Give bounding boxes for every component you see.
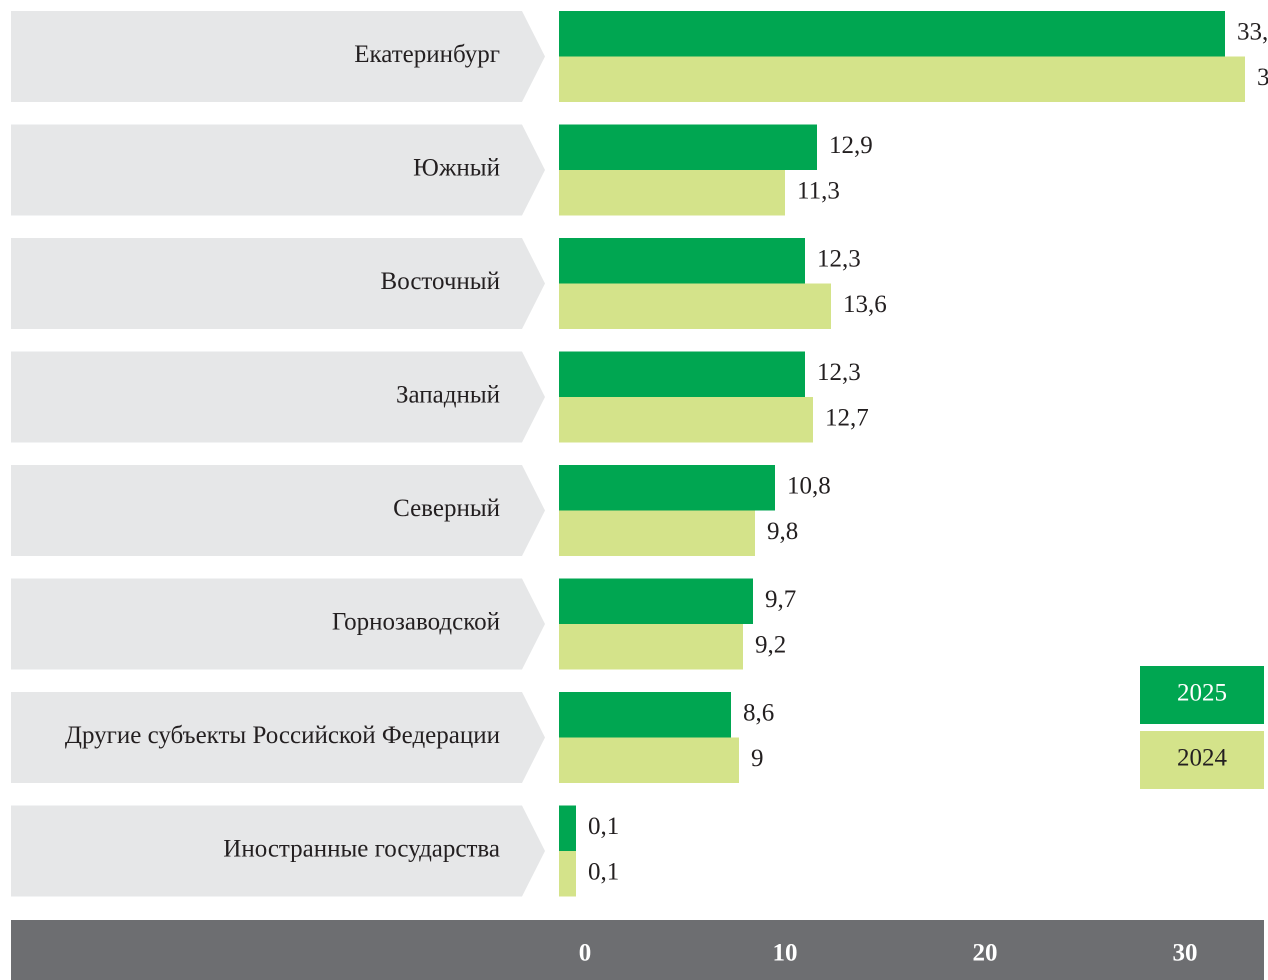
- bar: [559, 737, 739, 783]
- legend-label: 2025: [1177, 680, 1227, 707]
- category-box: [11, 351, 545, 443]
- category-label: Южный: [413, 155, 500, 182]
- bar: [559, 351, 805, 397]
- bar: [559, 510, 755, 556]
- bar: [559, 578, 753, 624]
- value-label: 12,3: [817, 245, 861, 272]
- x-tick-label: 20: [973, 940, 998, 967]
- legend-swatch: [1140, 666, 1264, 724]
- category-box: [11, 238, 545, 329]
- category-label: Иностранные государства: [223, 836, 500, 863]
- legend-swatch: [1140, 731, 1264, 789]
- value-label: 10,8: [787, 472, 831, 499]
- value-label: 9,2: [755, 631, 786, 658]
- category-box: [11, 465, 545, 556]
- category-label: Горнозаводской: [332, 609, 500, 636]
- value-label: 12,7: [825, 404, 869, 431]
- value-label: 12,9: [829, 132, 873, 159]
- category-box: [11, 805, 545, 897]
- value-label: 9: [751, 745, 764, 772]
- value-label: 8,6: [743, 699, 774, 726]
- value-label: 0,1: [588, 858, 619, 885]
- x-tick-label: 30: [1173, 940, 1198, 967]
- category-label: Восточный: [381, 268, 500, 295]
- x-tick-label: 10: [773, 940, 798, 967]
- category-box: [11, 578, 545, 670]
- value-label: 33,3: [1237, 18, 1268, 45]
- bar: [559, 238, 805, 284]
- bar: [559, 805, 576, 851]
- bar: [559, 56, 1245, 102]
- bar: [559, 851, 576, 897]
- category-box: [11, 11, 545, 102]
- category-label: Западный: [396, 382, 500, 409]
- category-label: Екатеринбург: [354, 41, 500, 68]
- bar: [559, 170, 785, 216]
- bar: [559, 692, 731, 738]
- bar: [559, 397, 813, 443]
- value-label: 12,3: [817, 359, 861, 386]
- value-label: 9,8: [767, 518, 798, 545]
- bar: [559, 11, 1225, 57]
- legend-label: 2024: [1177, 745, 1228, 772]
- value-label: 0,1: [588, 813, 619, 840]
- bar: [559, 283, 831, 329]
- value-label: 13,6: [843, 291, 887, 318]
- category-box: [11, 692, 545, 783]
- bar: [559, 124, 817, 170]
- value-label: 34,3: [1257, 64, 1268, 91]
- category-box: [11, 124, 545, 216]
- bar: [559, 465, 775, 511]
- value-label: 11,3: [797, 177, 840, 204]
- axis-band: [11, 920, 1264, 980]
- category-label: Другие субъекты Российской Федерации: [65, 722, 500, 749]
- category-label: Северный: [393, 495, 500, 522]
- x-tick-label: 0: [579, 940, 592, 967]
- bar: [559, 624, 743, 670]
- value-label: 9,7: [765, 586, 796, 613]
